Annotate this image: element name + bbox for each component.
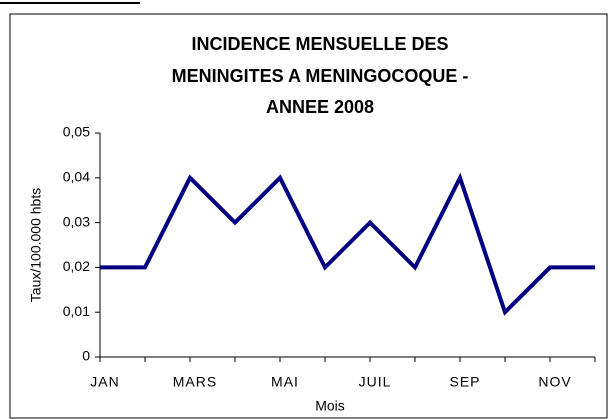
x-tick-label: SEP bbox=[449, 374, 480, 390]
y-tick-label: 0,03 bbox=[63, 213, 90, 229]
chart-frame bbox=[9, 13, 608, 419]
x-tick-label: MARS bbox=[173, 374, 217, 390]
x-tick-label: MAI bbox=[271, 374, 299, 390]
chart-title: MENINGITES A MENINGOCOQUE - bbox=[172, 66, 469, 86]
y-tick-label: 0 bbox=[82, 348, 90, 364]
y-tick-label: 0,01 bbox=[63, 303, 90, 319]
chart-title: INCIDENCE MENSUELLE DES bbox=[191, 34, 448, 54]
x-tick-label: JUIL bbox=[359, 374, 392, 390]
chart-title: ANNEE 2008 bbox=[266, 97, 374, 117]
y-tick-label: 0,02 bbox=[63, 258, 90, 274]
x-axis-label: Mois bbox=[315, 398, 345, 414]
x-tick-label: NOV bbox=[538, 374, 571, 390]
y-tick-label: 0,04 bbox=[63, 169, 90, 185]
y-axis-label: Taux/100.000 hbts bbox=[28, 188, 44, 302]
x-tick-label: JAN bbox=[90, 374, 119, 390]
y-tick-label: 0,05 bbox=[63, 124, 90, 140]
series-line bbox=[100, 172, 595, 316]
